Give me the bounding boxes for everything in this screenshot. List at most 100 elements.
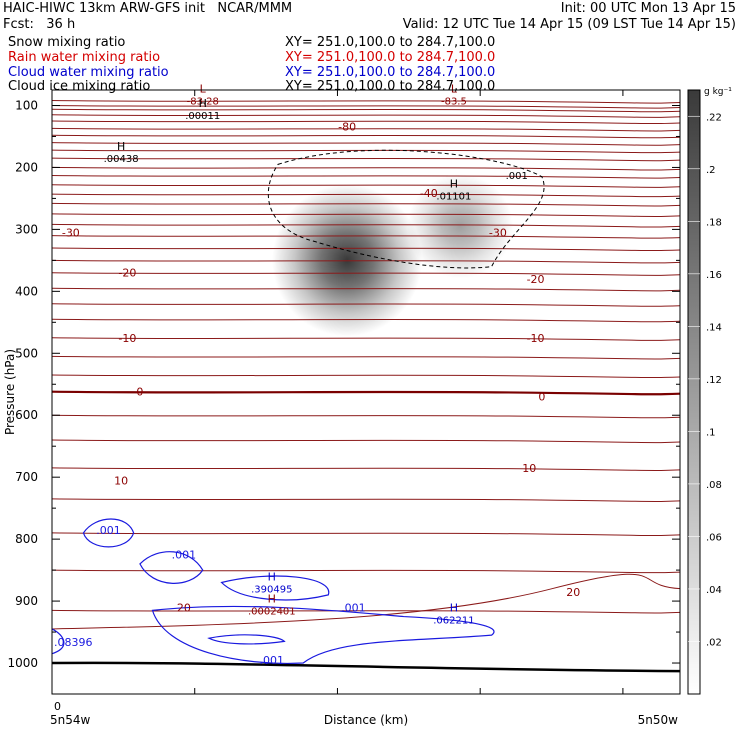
colorbar-tick-label: .02 <box>706 637 722 648</box>
cloud-water-contour-5 <box>52 628 65 655</box>
y-tick-label: 400 <box>15 284 38 298</box>
isotherm-label: -30 <box>62 226 80 239</box>
isotherm-label: 20 <box>177 601 191 614</box>
colorbar-tick-label: .08 <box>706 480 722 491</box>
colorbar-tick-label: .14 <box>706 322 722 333</box>
extremum-marker: H <box>117 140 125 153</box>
isotherm-line-8 <box>52 149 680 154</box>
isotherm-label: -20 <box>527 273 545 286</box>
colorbar-tick-label: .22 <box>706 112 722 123</box>
x-end-label-right: 5n50w <box>638 713 679 727</box>
isotherm-label: 20 <box>566 586 580 599</box>
isotherm-label: 10 <box>522 462 536 475</box>
field-name-snow: Snow mixing ratio <box>8 35 126 50</box>
isotherm-line-17 <box>52 235 680 239</box>
extremum-value: .00438 <box>104 154 139 165</box>
field-xy-cloud-water: XY= 251.0,100.0 to 284.7,100.0 <box>285 65 496 80</box>
isotherm-label: -10 <box>118 332 136 345</box>
colorbar-tick-label: .16 <box>706 270 722 281</box>
extremum-marker: H <box>450 602 458 615</box>
plot-frame <box>51 89 681 695</box>
isotherm-line-19 <box>52 259 680 264</box>
extremum-value: .062211 <box>433 616 474 627</box>
cloud-water-label: .001 <box>172 549 197 562</box>
isotherm-label: -10 <box>527 332 545 345</box>
y-tick-label: 1000 <box>7 656 38 670</box>
y-tick-label: 900 <box>15 594 38 608</box>
mixing-ratio-shading-1 <box>407 174 514 279</box>
colorbar-unit: g kg⁻¹ <box>704 87 732 97</box>
isotherm-line-31 <box>52 498 680 503</box>
extremum-value: .390495 <box>251 585 292 596</box>
isotherm-line-23 <box>52 318 680 323</box>
isotherm-label: 0 <box>538 391 545 404</box>
isotherm-line-16 <box>52 223 680 228</box>
extremum-value: -83.28 <box>187 97 219 108</box>
isotherm-line-21 <box>52 287 680 292</box>
isotherm-line-34 <box>52 609 680 614</box>
terrain-line <box>52 661 680 673</box>
cloud-water-contour-2 <box>220 575 330 601</box>
colorbar-tick-label: .2 <box>706 165 716 176</box>
isotherm-line-15 <box>52 213 680 218</box>
isotherm-line-10 <box>52 166 680 171</box>
cloud-water-contour-1 <box>139 551 204 584</box>
cloud-water-contour-3 <box>151 605 495 665</box>
colorbar-tick-label: .18 <box>706 217 722 228</box>
extremum-marker: H <box>268 571 276 584</box>
extremum-marker: L <box>200 83 207 96</box>
y-tick-label: 200 <box>15 160 38 174</box>
isotherm-line-9 <box>52 157 680 162</box>
isotherm-line-3 <box>52 114 680 118</box>
isotherm-line-6 <box>52 134 680 139</box>
isotherm-label: -20 <box>118 267 136 280</box>
extremum-value: .0002401 <box>248 606 296 617</box>
isotherm-label: -80 <box>338 121 356 134</box>
isotherm-line-12 <box>52 184 680 188</box>
y-axis-label: Pressure (hPa) <box>3 349 17 435</box>
cloud-ice-contour <box>267 149 545 269</box>
cloud-water-label: .001 <box>260 654 285 667</box>
isotherm-line-0 <box>52 100 680 104</box>
field-xy-snow: XY= 251.0,100.0 to 284.7,100.0 <box>285 35 496 50</box>
colorbar-tick-label: .04 <box>706 585 722 596</box>
y-tick-label: 700 <box>15 470 38 484</box>
isotherm-line-18 <box>52 247 680 252</box>
isotherm-line-27 <box>52 390 680 396</box>
extremum-value: .00011 <box>185 111 220 122</box>
field-name-cloud-water: Cloud water mixing ratio <box>8 65 169 80</box>
extremum-value: -83.5 <box>441 97 467 108</box>
isotherm-line-4 <box>52 120 680 125</box>
isotherm-line-1 <box>52 104 680 109</box>
forecast-hour: Fcst: 36 h <box>3 17 76 32</box>
isotherm-label: 0 <box>136 386 143 399</box>
cloud-ice-label: .001 <box>506 171 528 182</box>
extremum-marker: H <box>450 177 458 190</box>
cloud-water-label: .001 <box>96 524 121 537</box>
isotherm-line-26 <box>52 374 680 379</box>
x-end-label-left: 5n54w <box>50 713 91 727</box>
isotherm-line-2 <box>52 108 680 113</box>
colorbar-tick-label: .1 <box>706 427 716 438</box>
isotherm-line-low <box>52 573 680 630</box>
valid-time: Valid: 12 UTC Tue 14 Apr 15 (09 LST Tue … <box>402 17 736 32</box>
cloud-water-contour-0 <box>82 518 135 548</box>
init-time: Init: 00 UTC Mon 13 Apr 15 <box>560 1 736 16</box>
extremum-value: .01101 <box>436 191 471 202</box>
isotherm-line-14 <box>52 202 680 207</box>
isotherm-line-5 <box>52 127 680 132</box>
isotherm-line-24 <box>52 337 680 341</box>
isotherm-line-25 <box>52 355 680 360</box>
isotherm-line-28 <box>52 414 680 419</box>
colorbar-tick-label: .12 <box>706 375 722 386</box>
cloud-water-label: .08396 <box>54 636 93 649</box>
x-tick-label: 0 <box>54 700 61 713</box>
isotherm-label: -30 <box>489 226 507 239</box>
cloud-water-contour-4 <box>207 634 286 645</box>
y-tick-label: 500 <box>15 346 38 360</box>
y-tick-label: 300 <box>15 222 38 236</box>
colorbar-tick-label: .06 <box>706 532 722 543</box>
isotherm-line-20 <box>52 272 680 276</box>
isotherm-line-32 <box>52 532 680 537</box>
extremum-marker: H <box>268 592 276 605</box>
